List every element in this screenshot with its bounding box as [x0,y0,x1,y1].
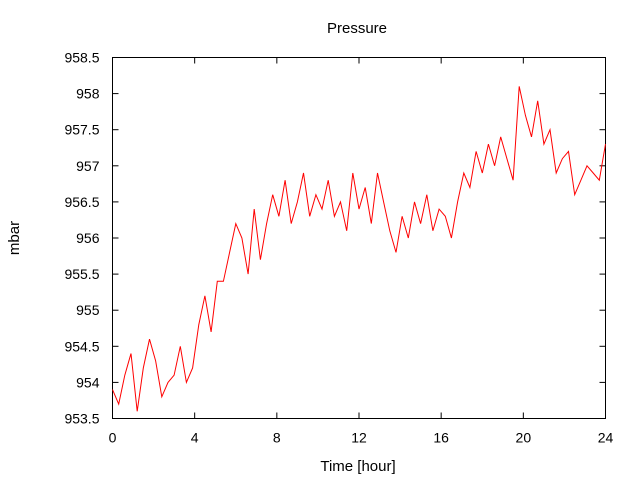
x-tick-label: 0 [109,430,117,446]
x-tick-label: 12 [351,430,367,446]
y-tick-label: 958 [76,86,100,102]
y-tick-label: 955 [76,302,100,318]
y-tick-label: 956 [76,230,100,246]
x-tick-label: 24 [598,430,614,446]
plot-frame [112,57,606,419]
y-tick-label: 957 [76,158,100,174]
y-ticks: 953.5 954 954.5 955 955.5 956 956.5 957 957.5 958… [64,50,606,427]
x-tick-label: 4 [191,430,199,446]
y-axis-label: mbar [6,221,23,255]
y-tick-label: 956.5 [64,194,99,210]
chart-title: Pressure [327,20,387,37]
x-tick-label: 16 [433,430,449,446]
x-tick-label: 8 [273,430,281,446]
y-tick-label: 954.5 [64,338,99,354]
x-tick-label: 20 [516,430,532,446]
x-axis-label: Time [hour] [320,458,395,475]
x-ticks: 0 4 8 12 16 20 24 [109,57,614,446]
y-tick-label: 958.5 [64,50,99,66]
y-tick-label: 954 [76,374,100,390]
y-tick-label: 957.5 [64,122,99,138]
pressure-series-line [112,86,606,412]
y-tick-label: 955.5 [64,266,99,282]
y-tick-label: 953.5 [64,411,99,427]
